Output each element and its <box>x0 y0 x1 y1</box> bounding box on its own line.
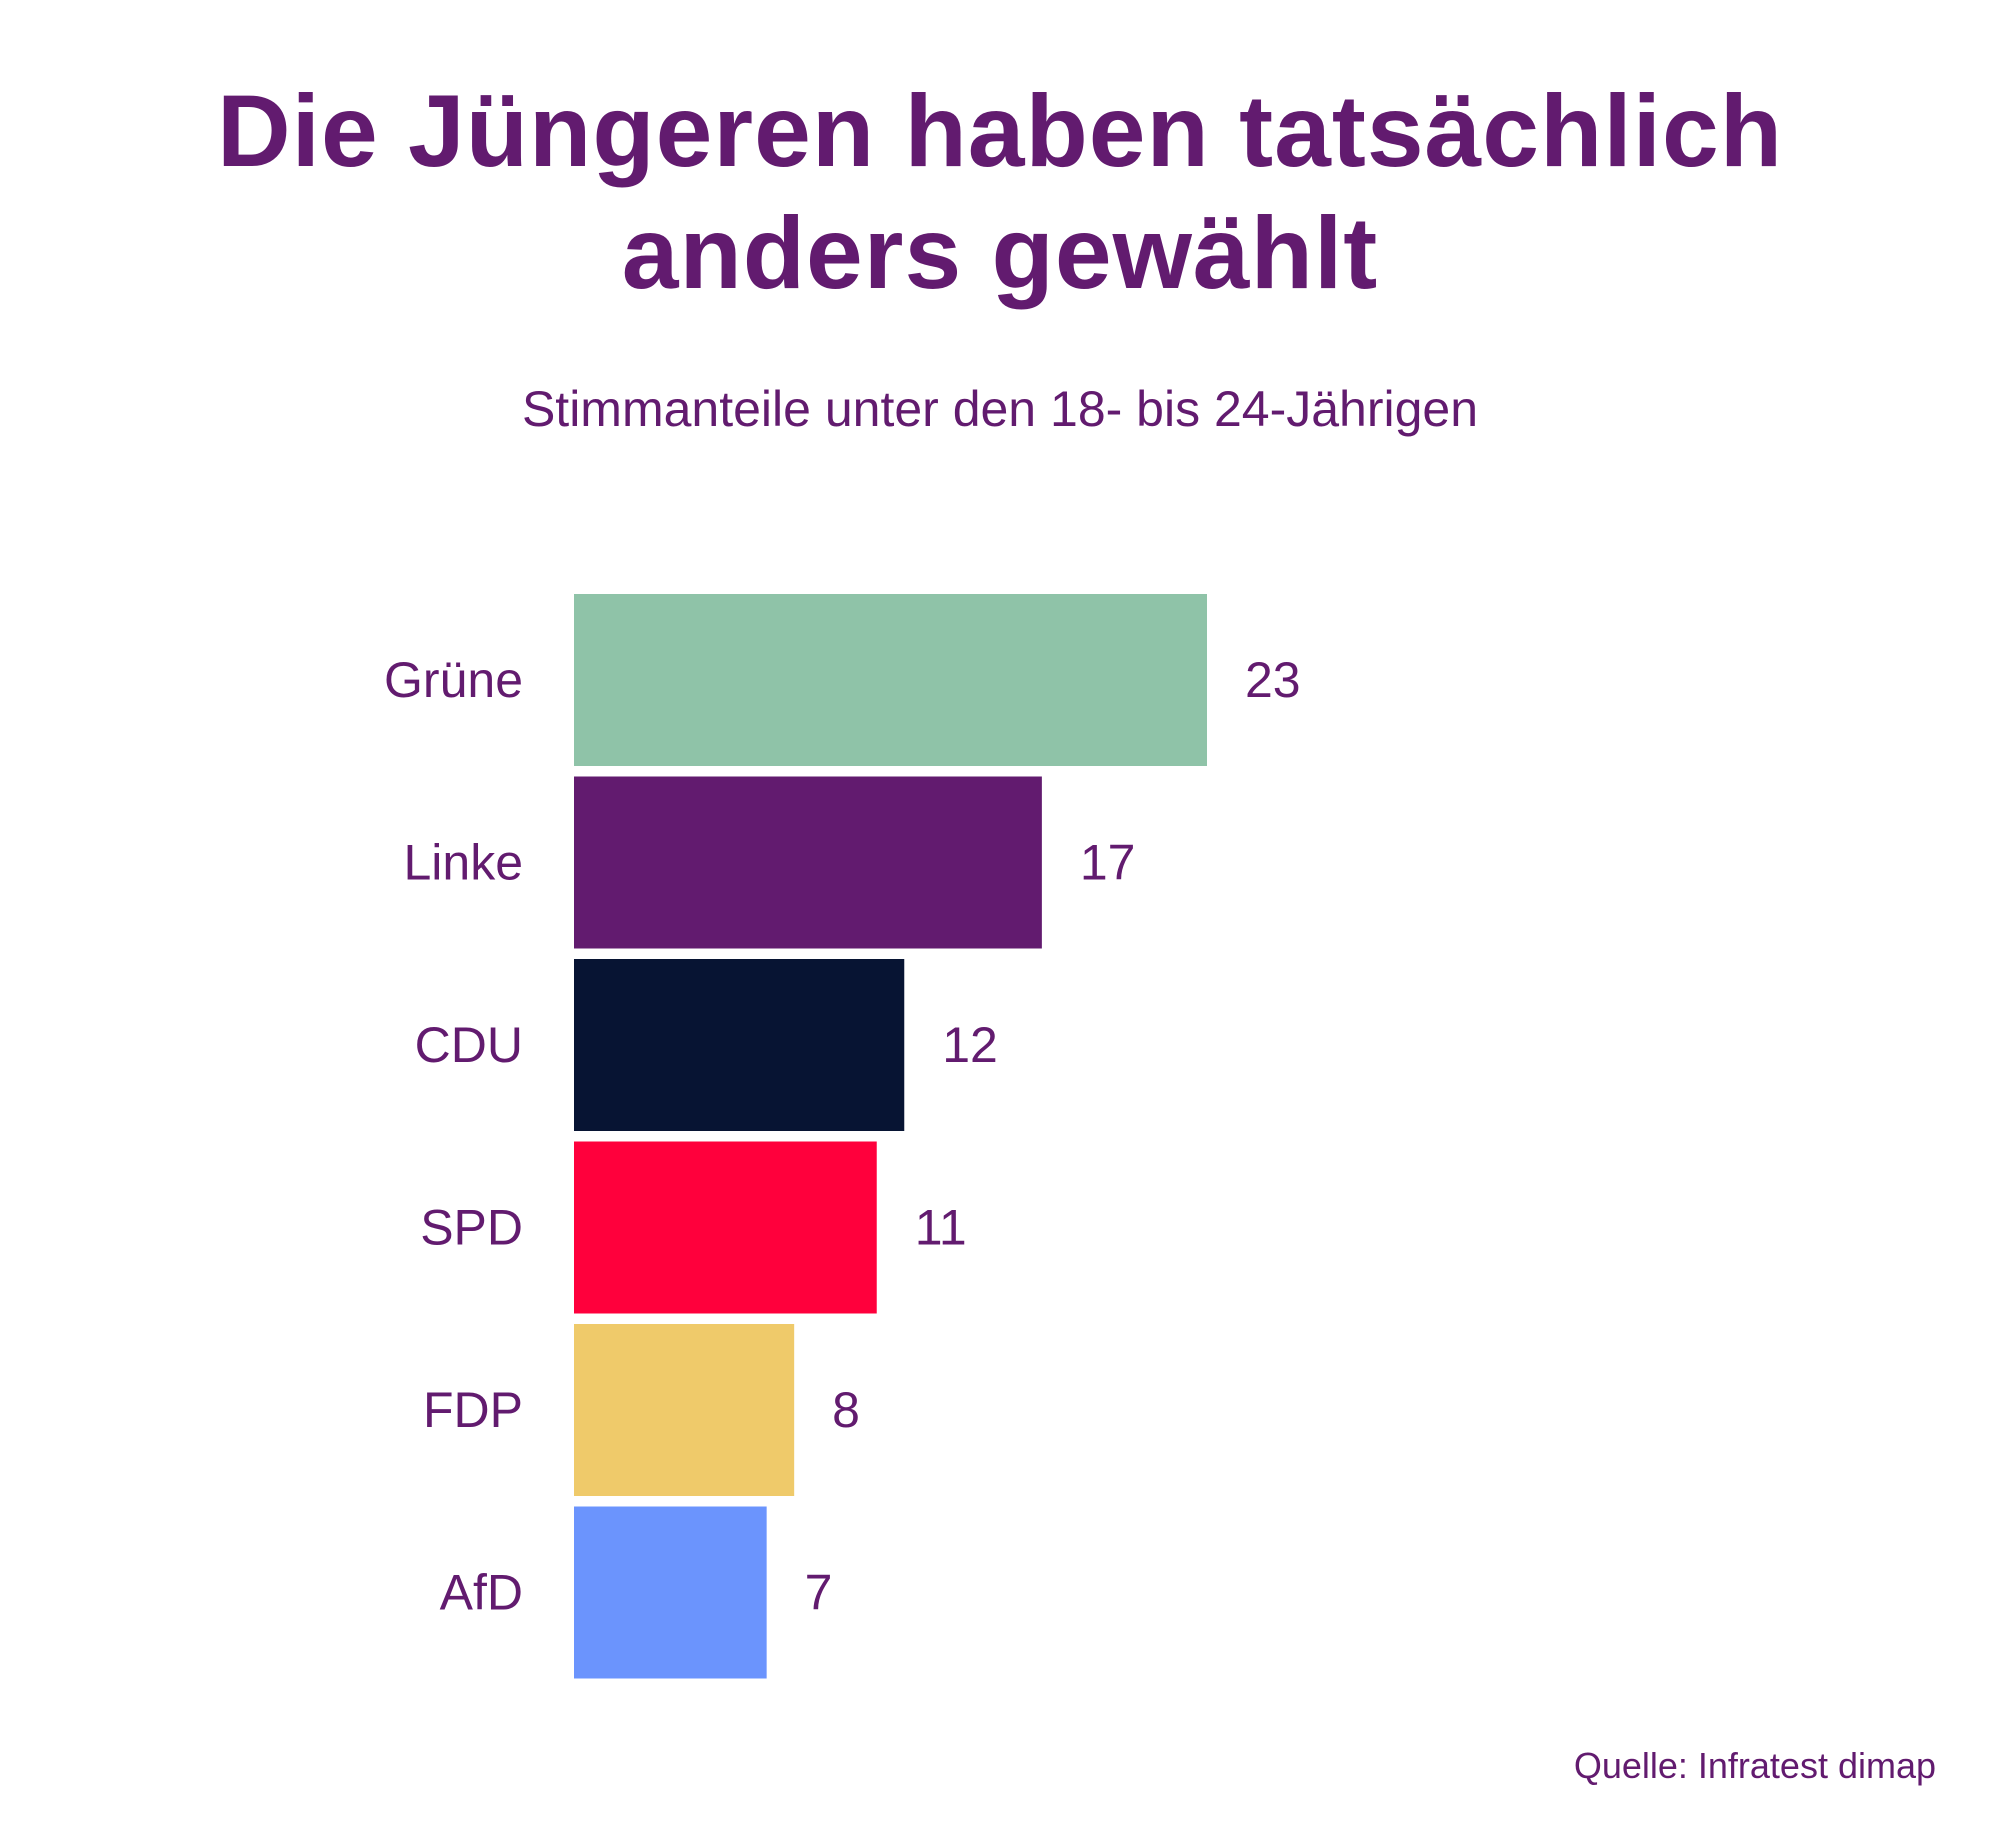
bar-cdu <box>574 959 905 1131</box>
category-label: CDU <box>415 1017 523 1073</box>
bar-afd <box>574 1506 767 1679</box>
category-label: FDP <box>423 1382 523 1438</box>
value-label: 8 <box>832 1382 860 1438</box>
title-line-2: anders gewählt <box>621 196 1379 310</box>
category-label: SPD <box>420 1200 523 1256</box>
bar-spd <box>574 1141 877 1314</box>
category-label: Grüne <box>384 652 523 708</box>
value-label: 12 <box>942 1017 998 1073</box>
chart-title: Die Jüngeren haben tatsächlich anders ge… <box>0 70 2000 314</box>
category-label: AfD <box>440 1565 523 1621</box>
bar-linke <box>574 776 1042 949</box>
chart-subtitle: Stimmanteile unter den 18- bis 24-Jährig… <box>521 381 1479 437</box>
bar-grüne <box>574 594 1207 766</box>
value-label: 11 <box>915 1200 967 1256</box>
title-line-1: Die Jüngeren haben tatsächlich <box>216 74 1784 188</box>
source-note: Quelle: Infratest dimap <box>1573 1745 1936 1786</box>
category-label: Linke <box>403 835 523 891</box>
value-label: 23 <box>1245 652 1301 708</box>
value-label: 7 <box>805 1565 833 1621</box>
bar-fdp <box>574 1324 795 1496</box>
value-label: 17 <box>1080 835 1136 891</box>
